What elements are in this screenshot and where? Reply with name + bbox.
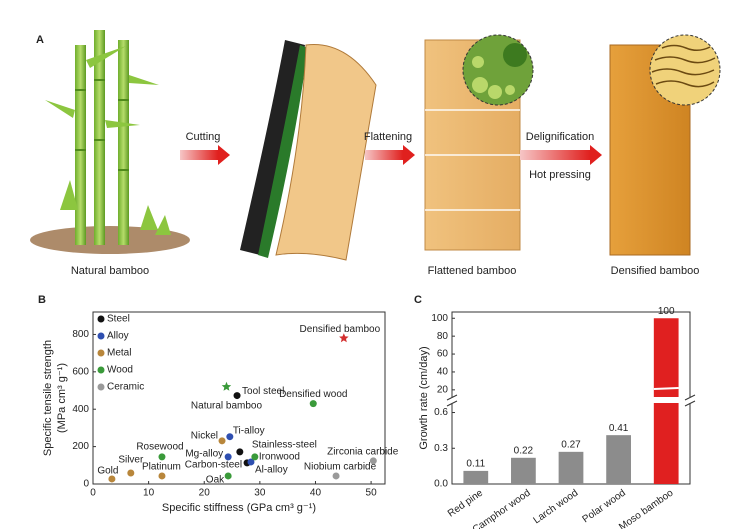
scatter-point <box>233 392 241 400</box>
scatter-point <box>108 475 116 483</box>
step-label: Delignification <box>526 131 594 143</box>
point-label: Rosewood <box>136 442 183 453</box>
point-label: Ti-alloy <box>233 425 265 436</box>
bar <box>606 435 631 484</box>
scatter-point <box>251 453 259 461</box>
scatter-point <box>247 458 255 466</box>
bar <box>463 470 489 484</box>
y-tick-label: 600 <box>72 366 89 377</box>
bar <box>653 318 679 484</box>
point-label: Tool steel <box>242 386 284 397</box>
y-tick-label: 200 <box>72 441 89 452</box>
value-label: 100 <box>658 306 675 317</box>
y-axis-unit: (MPa cm³ g⁻¹) <box>56 363 68 433</box>
panel-label: B <box>38 294 46 306</box>
legend-marker <box>97 383 105 391</box>
legend-marker <box>97 332 105 340</box>
step-label: Cutting <box>186 131 221 143</box>
panel-label: C <box>414 294 422 306</box>
x-tick-label: 10 <box>143 488 155 499</box>
scatter-point <box>309 400 317 408</box>
x-tick-label: 0 <box>90 488 96 499</box>
y-tick-label: 0.6 <box>434 407 448 418</box>
x-tick-label: Red pine <box>446 487 485 519</box>
legend-label: Wood <box>107 365 133 376</box>
y-tick-label: 100 <box>431 313 448 324</box>
legend-label: Alloy <box>107 331 129 342</box>
y-tick-label: 0 <box>83 479 89 490</box>
item-label: Natural bamboo <box>71 265 149 277</box>
highlight-star <box>339 333 349 343</box>
y-tick-label: 400 <box>72 404 89 415</box>
point-label: Carbon-steel <box>185 460 242 471</box>
value-label: 0.22 <box>514 445 534 456</box>
point-label: Al-alloy <box>255 465 288 476</box>
scatter-point <box>226 433 234 441</box>
bar-chart: C 0.0 0.3 0.6 20 40 60 80 100 Growth rate (cm/day… <box>414 294 696 529</box>
value-label: 0.27 <box>561 439 581 450</box>
panel-a-art <box>30 30 721 261</box>
x-tick-label: Larch wood <box>532 488 581 527</box>
scatter-point <box>158 472 166 480</box>
point-label: Densified bamboo <box>300 324 381 335</box>
y-tick-label: 80 <box>437 331 449 342</box>
item-label: Densified bamboo <box>611 265 700 277</box>
point-label: Ironwood <box>259 452 300 463</box>
x-tick-label: Polar wood <box>581 488 628 526</box>
x-tick-label: Moso bamboo <box>617 487 676 529</box>
point-label: Densified wood <box>279 389 347 400</box>
point-label: Stainless-steel <box>252 439 317 450</box>
legend-label: Steel <box>107 314 130 325</box>
legend-label: Ceramic <box>107 382 144 393</box>
x-tick-label: 40 <box>310 488 322 499</box>
panel-label: A <box>36 34 44 46</box>
point-label: Oak <box>206 475 225 486</box>
value-label: 0.11 <box>466 459 485 470</box>
y-tick-label: 0.3 <box>434 443 448 454</box>
point-label: Natural bamboo <box>191 400 263 411</box>
value-label: 0.41 <box>609 423 629 434</box>
bar <box>511 457 536 484</box>
bar-break <box>653 387 679 390</box>
y-tick-label: 60 <box>437 349 449 360</box>
point-label: Niobium carbide <box>304 462 377 473</box>
x-tick-label: 50 <box>366 488 378 499</box>
legend-marker <box>97 349 105 357</box>
x-tick-label: 30 <box>254 488 266 499</box>
item-label: Flattened bamboo <box>428 265 517 277</box>
scatter-chart: B 0 10 20 30 40 50 0 200 400 600 800 Specific stiffn… <box>38 294 399 514</box>
y-axis-label: Growth rate (cm/day) <box>418 346 430 449</box>
legend-marker <box>97 366 105 374</box>
scatter-point <box>224 453 232 461</box>
y-tick-label: 0.0 <box>434 479 448 490</box>
scatter-point <box>236 448 244 456</box>
bar <box>558 451 584 484</box>
scatter-point <box>369 457 377 465</box>
highlight-star <box>221 381 232 391</box>
legend-label: Metal <box>107 348 131 359</box>
y-tick-label: 40 <box>437 367 449 378</box>
point-label: Silver <box>118 455 144 466</box>
step-label: Flattening <box>364 131 412 143</box>
scatter-point <box>218 437 226 445</box>
scatter-point <box>158 453 166 461</box>
y-tick-label: 20 <box>437 384 449 395</box>
step-label: Hot pressing <box>529 169 591 181</box>
point-label: Gold <box>97 466 118 477</box>
y-tick-label: 800 <box>72 329 89 340</box>
x-axis-label: Specific stiffness (GPa cm³ g⁻¹) <box>162 502 316 514</box>
axis-break <box>446 394 696 407</box>
point-label: Nickel <box>191 430 218 441</box>
scatter-point <box>127 469 135 477</box>
point-label: Zirconia carbide <box>327 446 399 457</box>
point-label: Platinum <box>142 462 181 473</box>
x-tick-label: 20 <box>199 488 211 499</box>
point-label: Mg-alloy <box>185 449 223 460</box>
plot-frame <box>92 311 386 485</box>
y-axis-label: Specific tensile strength <box>42 340 54 456</box>
legend-marker <box>97 315 105 323</box>
scatter-point <box>224 472 232 480</box>
scatter-point <box>332 472 340 480</box>
